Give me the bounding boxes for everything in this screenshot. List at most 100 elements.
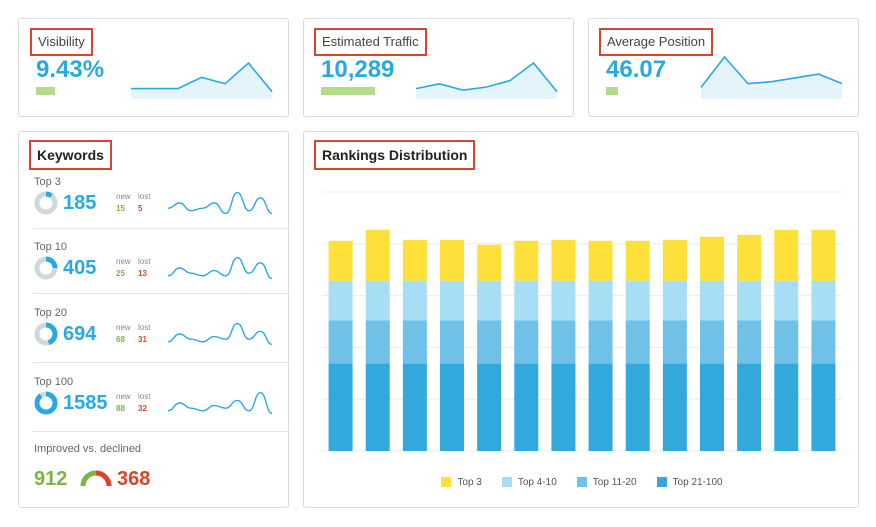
bar-segment-top-3 bbox=[328, 240, 353, 281]
legend-item[interactable]: Top 21-100 bbox=[656, 477, 723, 488]
bar-segment-top-3 bbox=[700, 236, 724, 281]
keyword-group-label: Top 20 bbox=[34, 307, 68, 319]
keyword-ring-icon bbox=[34, 391, 58, 415]
legend-swatch bbox=[501, 477, 512, 487]
bar-segment-top-21-100 bbox=[774, 363, 799, 451]
bar-segment-top-11-20 bbox=[514, 320, 539, 364]
improved-declined-label: Improved vs. declined bbox=[34, 443, 141, 455]
ring-fill bbox=[34, 322, 58, 346]
position-sparkline bbox=[700, 55, 843, 99]
legend-item[interactable]: Top 3 bbox=[441, 476, 482, 488]
keyword-group-label: Top 100 bbox=[34, 376, 74, 388]
bar-segment-top-3 bbox=[737, 234, 762, 281]
bar-segment-top-11-20 bbox=[477, 320, 502, 364]
bar-segment-top-11-20 bbox=[588, 320, 613, 364]
bar-segment-top-4-10 bbox=[440, 280, 464, 321]
legend-label: Top 4-10 bbox=[517, 476, 557, 488]
keyword-ring-icon bbox=[34, 191, 58, 215]
keyword-lost-count: 32 bbox=[138, 404, 147, 413]
bar-segment-top-4-10 bbox=[662, 280, 687, 321]
bar-segment-top-3 bbox=[477, 244, 502, 281]
keyword-new-count: 15 bbox=[116, 204, 125, 213]
bar-segment-top-21-100 bbox=[625, 363, 650, 451]
keyword-ring-icon bbox=[34, 256, 58, 280]
position-bar bbox=[606, 87, 618, 95]
bar-segment-top-3 bbox=[625, 240, 650, 281]
bar-segment-top-11-20 bbox=[328, 320, 353, 364]
bar-segment-top-4-10 bbox=[737, 280, 762, 321]
bar-segment-top-4-10 bbox=[365, 280, 390, 321]
bar-segment-top-21-100 bbox=[402, 363, 427, 451]
bar-segment-top-11-20 bbox=[737, 320, 762, 364]
legend-swatch bbox=[656, 477, 667, 487]
traffic-value: 10,289 bbox=[321, 56, 395, 83]
bar-segment-top-4-10 bbox=[774, 280, 799, 321]
bar-segment-top-11-20 bbox=[700, 320, 724, 364]
keywords-title-box: Keywords bbox=[29, 140, 112, 170]
improved-declined-gauge-icon bbox=[80, 470, 112, 487]
keyword-lost-count: 5 bbox=[138, 204, 143, 213]
bar-segment-top-11-20 bbox=[774, 320, 799, 364]
keyword-group-value: 694 bbox=[63, 323, 97, 345]
bar-segment-top-4-10 bbox=[700, 280, 724, 321]
bar-segment-top-21-100 bbox=[328, 363, 353, 451]
position-sparkline-area bbox=[701, 57, 842, 99]
bar-segment-top-3 bbox=[402, 239, 427, 281]
bar-segment-top-4-10 bbox=[514, 280, 539, 321]
bar-segment-top-11-20 bbox=[625, 320, 650, 364]
rankings-chart bbox=[322, 191, 842, 452]
bar-segment-top-21-100 bbox=[477, 363, 502, 451]
bar-segment-top-11-20 bbox=[662, 320, 687, 364]
legend-item[interactable]: Top 4-10 bbox=[501, 476, 557, 488]
keyword-new-label: new bbox=[116, 257, 131, 266]
keywords-panel: Keywords Top 3 185 new lost 15 5 Top 10 405 new l… bbox=[18, 131, 289, 508]
ring-fill bbox=[34, 191, 58, 215]
bar-segment-top-3 bbox=[774, 229, 799, 281]
ring-track bbox=[34, 191, 58, 215]
bar-segment-top-4-10 bbox=[811, 280, 836, 321]
bar-segment-top-11-20 bbox=[440, 320, 464, 364]
keyword-new-label: new bbox=[116, 323, 131, 332]
position-title-box: Average Position bbox=[599, 28, 714, 56]
bar-segment-top-21-100 bbox=[737, 363, 762, 451]
bar-segment-top-4-10 bbox=[477, 280, 502, 321]
bar-segment-top-3 bbox=[365, 229, 390, 281]
traffic-sparkline bbox=[415, 61, 558, 99]
keyword-sparkline-line bbox=[167, 391, 273, 415]
bar-segment-top-4-10 bbox=[402, 280, 427, 321]
declined-count: 368 bbox=[117, 468, 151, 490]
keyword-ring-icon bbox=[34, 322, 58, 346]
traffic-bar bbox=[321, 87, 375, 95]
ring-fill bbox=[34, 256, 58, 280]
legend-label: Top 3 bbox=[457, 476, 482, 488]
bar-segment-top-21-100 bbox=[588, 363, 613, 451]
visibility-sparkline bbox=[131, 61, 273, 99]
improved-count: 912 bbox=[34, 468, 68, 490]
bar-segment-top-3 bbox=[811, 229, 836, 281]
keyword-group-value: 1585 bbox=[63, 392, 108, 414]
keyword-new-count: 25 bbox=[116, 269, 125, 278]
visibility-value: 9.43% bbox=[36, 56, 105, 83]
keyword-group-value: 405 bbox=[63, 257, 97, 279]
visibility-title: Visibility bbox=[38, 34, 85, 49]
legend-item[interactable]: Top 11-20 bbox=[576, 476, 637, 488]
visibility-bar bbox=[36, 87, 56, 95]
visibility-title-box: Visibility bbox=[30, 28, 93, 56]
keyword-lost-label: lost bbox=[138, 323, 151, 332]
bar-segment-top-21-100 bbox=[811, 363, 836, 451]
keyword-divider bbox=[33, 362, 289, 363]
bar-segment-top-4-10 bbox=[625, 280, 650, 321]
traffic-sparkline-line bbox=[415, 61, 558, 93]
traffic-title: Estimated Traffic bbox=[322, 34, 419, 49]
keyword-new-count: 88 bbox=[116, 404, 125, 413]
legend-label: Top 11-20 bbox=[592, 476, 637, 488]
position-card: Average Position 46.07 bbox=[588, 18, 859, 117]
bar-segment-top-3 bbox=[514, 240, 539, 281]
visibility-card: Visibility 9.43% bbox=[18, 18, 289, 117]
keywords-title: Keywords bbox=[37, 147, 104, 163]
position-value: 46.07 bbox=[606, 56, 667, 83]
bar-segment-top-4-10 bbox=[588, 280, 613, 321]
position-sparkline-line bbox=[700, 55, 843, 88]
traffic-title-box: Estimated Traffic bbox=[314, 28, 427, 56]
keyword-divider bbox=[33, 228, 289, 229]
